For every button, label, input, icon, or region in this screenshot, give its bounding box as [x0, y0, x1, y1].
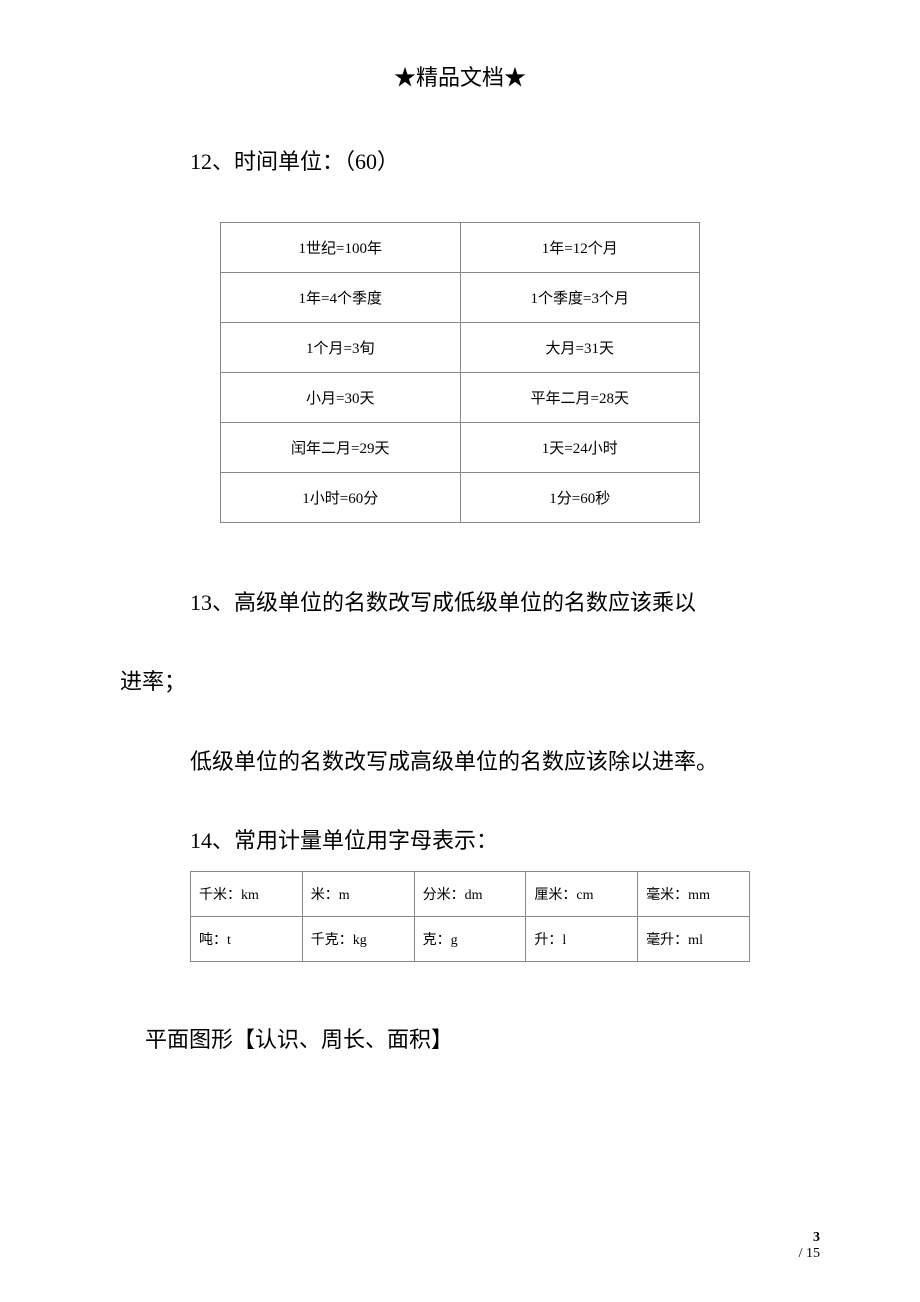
- table-row: 1个月=3旬 大月=31天: [221, 322, 700, 372]
- table-row: 1世纪=100年 1年=12个月: [221, 222, 700, 272]
- table-row: 吨：t 千克：kg 克：g 升：l 毫升：ml: [191, 916, 750, 961]
- table-cell: 吨：t: [191, 916, 303, 961]
- table-cell: 克：g: [414, 916, 526, 961]
- table-cell: 千米：km: [191, 871, 303, 916]
- section-12-heading: 12、时间单位：（60）: [190, 142, 800, 182]
- table-cell: 小月=30天: [221, 372, 461, 422]
- table-cell: 分米：dm: [414, 871, 526, 916]
- page-total: / 15: [799, 1246, 820, 1261]
- section-plane-shapes-title: 平面图形【认识、周长、面积】: [145, 1022, 800, 1054]
- table-row: 小月=30天 平年二月=28天: [221, 372, 700, 422]
- page-current: 3: [813, 1230, 820, 1245]
- section-13-line3: 低级单位的名数改写成高级单位的名数应该除以进率。: [190, 742, 800, 782]
- table-cell: 平年二月=28天: [460, 372, 700, 422]
- table-cell: 米：m: [302, 871, 414, 916]
- table-cell: 大月=31天: [460, 322, 700, 372]
- table-row: 1小时=60分 1分=60秒: [221, 472, 700, 522]
- table-cell: 毫升：ml: [638, 916, 750, 961]
- table-cell: 1天=24小时: [460, 422, 700, 472]
- measurement-units-table: 千米：km 米：m 分米：dm 厘米：cm 毫米：mm 吨：t 千克：kg 克：…: [190, 871, 750, 962]
- table-row: 1年=4个季度 1个季度=3个月: [221, 272, 700, 322]
- table-cell: 升：l: [526, 916, 638, 961]
- table-cell: 1小时=60分: [221, 472, 461, 522]
- table-cell: 1年=4个季度: [221, 272, 461, 322]
- table-cell: 1世纪=100年: [221, 222, 461, 272]
- time-units-table: 1世纪=100年 1年=12个月 1年=4个季度 1个季度=3个月 1个月=3旬…: [220, 222, 700, 523]
- table-cell: 厘米：cm: [526, 871, 638, 916]
- document-header: ★精品文档★: [120, 60, 800, 92]
- table-row: 千米：km 米：m 分米：dm 厘米：cm 毫米：mm: [191, 871, 750, 916]
- table-cell: 1分=60秒: [460, 472, 700, 522]
- table-cell: 闰年二月=29天: [221, 422, 461, 472]
- section-13-line2: 进率；: [120, 662, 800, 702]
- table-cell: 千克：kg: [302, 916, 414, 961]
- table-cell: 1个月=3旬: [221, 322, 461, 372]
- table-cell: 毫米：mm: [638, 871, 750, 916]
- section-14-heading: 14、常用计量单位用字母表示：: [190, 821, 800, 861]
- table-cell: 1个季度=3个月: [460, 272, 700, 322]
- table-cell: 1年=12个月: [460, 222, 700, 272]
- table-row: 闰年二月=29天 1天=24小时: [221, 422, 700, 472]
- section-13-line1: 13、高级单位的名数改写成低级单位的名数应该乘以: [190, 583, 800, 623]
- page-number: 3 / 15: [799, 1230, 820, 1262]
